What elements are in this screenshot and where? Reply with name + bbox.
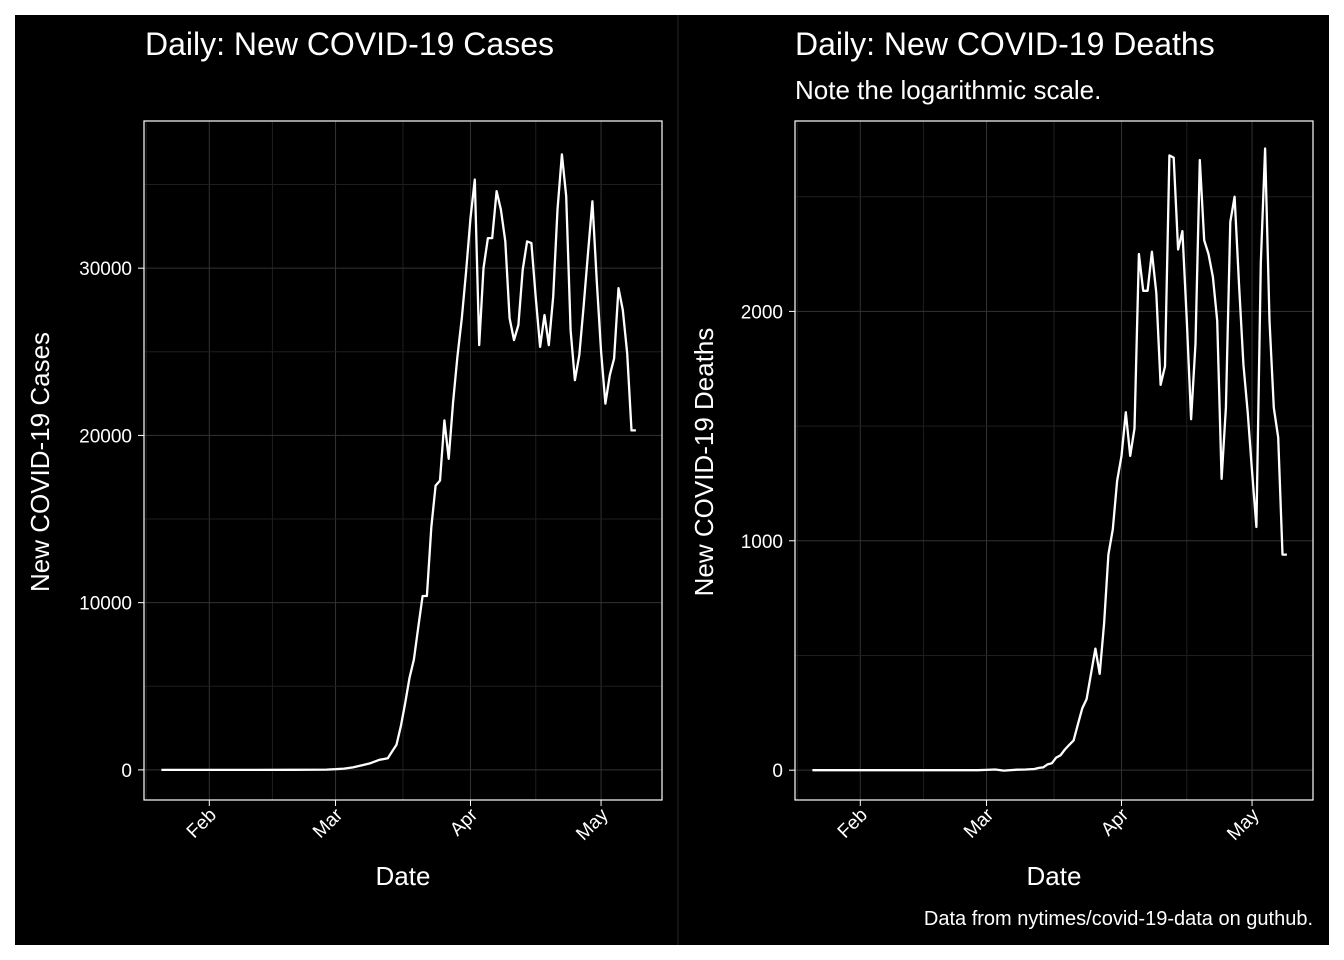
deaths-x-tick-label: Feb — [834, 805, 872, 843]
cases-y-tick-label: 0 — [121, 761, 132, 782]
cases-x-tick-label: May — [572, 804, 613, 845]
deaths-series-line-0 — [812, 147, 1287, 772]
deaths-y-axis-title: New COVID-19 Deaths — [689, 328, 719, 597]
deaths-plot-border — [794, 120, 1314, 801]
deaths-panel: Daily: New COVID-19 Deaths Note the loga… — [689, 26, 1314, 891]
cases-x-tick-label: Apr — [446, 804, 482, 840]
figure-background: Daily: New COVID-19 Cases 0 10000 20000 300… — [15, 15, 1329, 945]
deaths-y-tick-label: 1000 — [741, 532, 783, 553]
cases-y-tick-label: 30000 — [79, 259, 132, 280]
deaths-x-tick-label: Mar — [960, 804, 998, 842]
deaths-line-layer — [812, 147, 1287, 772]
deaths-x-tick-label: May — [1223, 804, 1264, 845]
cases-panel: Daily: New COVID-19 Cases 0 10000 20000 300… — [25, 26, 663, 891]
deaths-y-tick-label: 0 — [772, 761, 783, 782]
cases-x-axis-title: Date — [376, 861, 431, 891]
cases-y-tick-label: 10000 — [79, 594, 132, 615]
cases-y-tick-label: 20000 — [79, 426, 132, 447]
cases-x-tick-label: Feb — [183, 805, 221, 843]
cases-axis-ticks: 0 10000 20000 30000 Feb Mar Apr May — [79, 259, 613, 845]
cases-chart-title: Daily: New COVID-19 Cases — [145, 26, 554, 62]
deaths-y-tick-label: 2000 — [741, 302, 783, 323]
deaths-x-axis-title: Date — [1027, 861, 1082, 891]
deaths-x-tick-label: Apr — [1097, 804, 1133, 840]
cases-x-tick-label: Mar — [309, 804, 347, 842]
deaths-axis-ticks: 0 1000 2000 Feb Mar Apr May — [741, 302, 1264, 845]
deaths-chart-subtitle: Note the logarithmic scale. — [795, 75, 1101, 105]
data-source-caption: Data from nytimes/covid-19-data on guthu… — [924, 908, 1313, 930]
cases-gridlines — [144, 121, 662, 800]
cases-plot-border — [143, 120, 663, 801]
cases-line-layer — [161, 153, 636, 772]
chart-figure: Daily: New COVID-19 Cases 01000020000300… — [25, 15, 1314, 945]
deaths-chart-title: Daily: New COVID-19 Deaths — [795, 26, 1215, 62]
cases-series-line-0 — [161, 153, 636, 772]
cases-y-axis-title: New COVID-19 Cases — [25, 332, 55, 592]
deaths-gridlines — [795, 121, 1313, 800]
